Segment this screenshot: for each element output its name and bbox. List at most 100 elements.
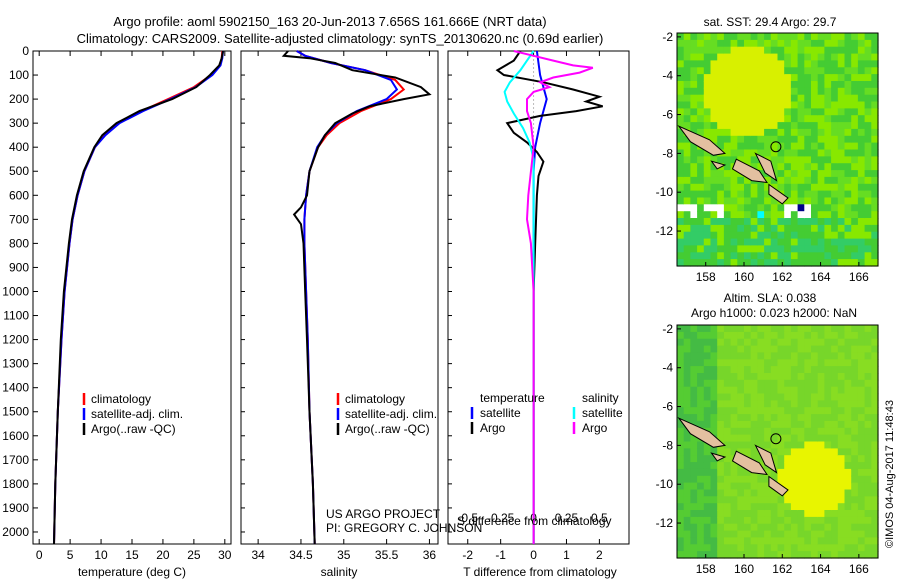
map-cell [723, 503, 732, 511]
map-cell [824, 420, 832, 429]
map-cell [851, 108, 859, 116]
map-cell [784, 482, 792, 491]
map-cell [790, 176, 799, 185]
x-tick-label: 158 [696, 270, 716, 284]
map-cell [677, 338, 685, 347]
map-cell [844, 122, 852, 130]
map-cell [744, 373, 752, 381]
map-cell [811, 149, 819, 157]
map-cell [817, 414, 825, 422]
map-cell [723, 537, 732, 545]
map-cell [851, 218, 859, 226]
map-cell [683, 386, 691, 395]
map-cell [824, 503, 832, 511]
map-cell [804, 252, 812, 260]
map-cell [837, 441, 846, 449]
map-cell [871, 393, 879, 401]
map-cell [750, 204, 758, 212]
map-cell [697, 393, 705, 401]
map-cell [750, 211, 758, 219]
map-cell [824, 441, 832, 449]
map-cell [857, 122, 866, 130]
map-cell [744, 81, 752, 89]
map-cell [744, 142, 752, 151]
map-cell [811, 496, 819, 504]
map-cell [851, 448, 859, 456]
map-cell [777, 359, 785, 367]
map-cell [737, 414, 745, 422]
map-cell [770, 441, 779, 449]
map-cell [871, 149, 879, 157]
map-cell [683, 523, 691, 532]
map-cell [784, 530, 792, 539]
map-cell [871, 496, 879, 504]
map-cell [710, 468, 718, 477]
map-cell [797, 462, 805, 470]
map-cell [677, 523, 685, 532]
map-cell [817, 108, 825, 116]
map-cell [750, 359, 758, 367]
map-cell [710, 101, 718, 109]
map-cell [750, 427, 758, 436]
map-cell [851, 503, 859, 511]
map-cell [784, 373, 792, 381]
map-cell [824, 101, 832, 109]
map-cell [703, 331, 712, 340]
map-cell [690, 448, 698, 456]
map-cell [717, 510, 725, 518]
map-cell [857, 238, 866, 247]
map-cell [750, 122, 758, 130]
map-cell [677, 489, 685, 497]
map-cell [804, 530, 812, 539]
map-cell [737, 393, 745, 401]
map-cell [837, 468, 846, 477]
map-cell [677, 94, 685, 103]
map-cell [777, 101, 785, 109]
map-cell [737, 60, 745, 68]
map-cell [844, 462, 852, 470]
map-cell [737, 352, 745, 360]
map-cell [710, 331, 718, 340]
map-cell [784, 115, 792, 123]
map-cell [817, 379, 825, 388]
map-cell [824, 122, 832, 130]
map-cell [764, 523, 772, 532]
map-cell [744, 393, 752, 401]
map-cell [844, 245, 852, 253]
map-cell [804, 434, 812, 443]
map-cell [730, 259, 738, 267]
map-cell [837, 455, 846, 463]
map-cell [851, 537, 859, 545]
map-cell [730, 503, 738, 511]
map-cell [710, 325, 718, 333]
map-cell [811, 427, 819, 436]
map-cell [851, 407, 859, 415]
map-cell [831, 259, 839, 267]
map-cell [811, 338, 819, 347]
map-cell [864, 81, 872, 89]
map-cell [831, 101, 839, 109]
map-cell [851, 325, 859, 333]
map-cell [857, 259, 866, 267]
map-cell [730, 400, 738, 408]
island [768, 475, 789, 497]
map-cell [697, 33, 705, 41]
map-cell [710, 393, 718, 401]
map-cell [677, 142, 685, 151]
map-cell [703, 231, 712, 240]
map-cell [824, 331, 832, 340]
map-cell [717, 366, 725, 374]
map-cell [770, 331, 779, 340]
map-cell [871, 537, 879, 545]
map-cell [811, 455, 819, 463]
map-cell [857, 427, 866, 436]
map-cell [683, 352, 691, 360]
map-cell [824, 231, 832, 240]
map-cell [797, 197, 805, 205]
map-cell [717, 176, 725, 185]
map-cell [871, 448, 879, 456]
map-cell [730, 523, 738, 532]
salinity-plot: 34 34.5 35 35.5 36 [241, 50, 436, 562]
map-cell [757, 366, 765, 374]
map-cell [690, 386, 698, 395]
